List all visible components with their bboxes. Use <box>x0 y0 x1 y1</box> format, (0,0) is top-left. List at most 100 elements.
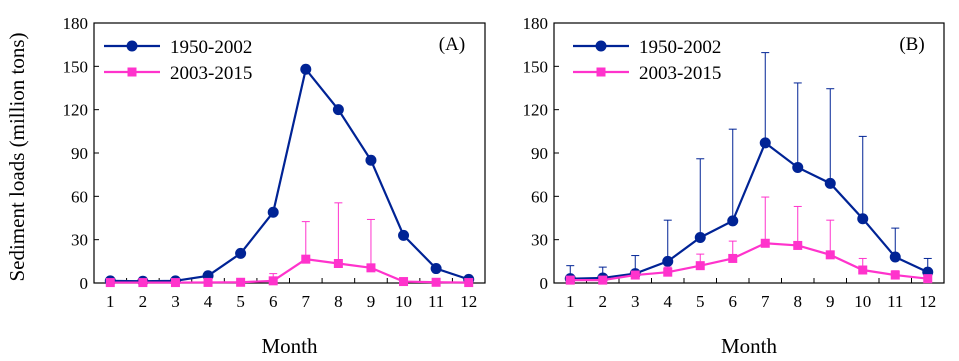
legend-label: 2003-2015 <box>639 63 721 84</box>
y-tick-label: 180 <box>63 14 89 33</box>
y-tick-label: 0 <box>540 274 549 293</box>
data-point <box>694 232 706 243</box>
x-tick-label: 6 <box>269 292 278 311</box>
data-point <box>889 251 901 263</box>
y-tick-label: 150 <box>63 57 89 76</box>
data-point <box>138 278 148 288</box>
y-tick-label: 60 <box>531 187 548 206</box>
data-point <box>793 240 803 250</box>
legend-marker <box>596 67 606 77</box>
series-2003-2015 <box>105 202 474 288</box>
data-point <box>565 275 575 285</box>
data-point <box>728 253 738 263</box>
data-point <box>105 278 115 288</box>
y-tick-label: 60 <box>71 187 88 206</box>
data-point <box>236 277 246 287</box>
data-point <box>598 275 608 285</box>
data-point <box>695 261 705 271</box>
x-tick-label: 5 <box>696 292 705 311</box>
data-point <box>890 270 900 280</box>
x-tick-label: 8 <box>334 292 343 311</box>
x-tick-label: 9 <box>826 292 835 311</box>
data-point <box>170 278 180 288</box>
y-axis-title: Sediment loads (million tons) <box>5 32 29 281</box>
data-point <box>857 213 869 225</box>
y-tick-label: 120 <box>523 101 549 120</box>
x-tick-label: 1 <box>566 292 575 311</box>
data-point <box>630 270 640 280</box>
y-tick-label: 90 <box>71 144 88 163</box>
legend-marker <box>595 40 607 52</box>
data-point <box>365 154 377 166</box>
x-tick-label: 11 <box>428 292 444 311</box>
data-point <box>825 250 835 260</box>
panel-label: (A) <box>439 34 465 55</box>
legend: 1950-2002 2003-2015 <box>573 37 721 84</box>
x-tick-label: 5 <box>236 292 245 311</box>
x-tick-label: 11 <box>887 292 903 311</box>
x-tick-label: 12 <box>460 292 477 311</box>
panel-label: (B) <box>899 34 924 55</box>
x-axis-title: Month <box>261 334 318 358</box>
data-point <box>366 263 376 273</box>
x-tick-label: 10 <box>395 292 412 311</box>
legend-marker <box>126 40 138 52</box>
data-point <box>760 238 770 248</box>
data-point <box>824 177 836 189</box>
series-line <box>110 258 469 284</box>
legend: 1950-2002 2003-2015 <box>104 37 252 84</box>
y-tick-label: 0 <box>80 274 89 293</box>
series-1950-2002 <box>564 52 934 285</box>
plot-frame <box>93 22 486 284</box>
x-tick-label: 7 <box>302 292 311 311</box>
x-axis-title: Month <box>721 334 778 358</box>
data-point <box>464 278 474 288</box>
y-tick-label: 30 <box>71 231 88 250</box>
data-point <box>235 247 247 259</box>
x-tick-label: 1 <box>106 292 115 311</box>
x-tick-label: 3 <box>631 292 640 311</box>
y-tick-label: 180 <box>523 14 549 33</box>
x-tick-label: 3 <box>171 292 180 311</box>
x-tick-label: 2 <box>599 292 608 311</box>
y-tick-label: 150 <box>523 57 549 76</box>
data-point <box>858 265 868 275</box>
y-tick-label: 30 <box>531 231 548 250</box>
x-tick-label: 10 <box>854 292 871 311</box>
data-point <box>332 104 344 116</box>
series-line <box>110 66 470 283</box>
data-point <box>662 255 674 267</box>
x-tick-label: 8 <box>794 292 803 311</box>
data-point <box>923 274 933 284</box>
y-tick-label: 120 <box>63 101 89 120</box>
y-tick-label: 90 <box>531 144 548 163</box>
x-tick-label: 4 <box>664 292 673 311</box>
data-point <box>398 229 410 241</box>
series-2003-2015 <box>565 196 933 285</box>
data-point <box>792 161 804 173</box>
legend-marker <box>127 67 137 77</box>
data-point <box>301 254 311 264</box>
data-point <box>399 277 409 287</box>
data-point <box>267 206 279 218</box>
x-tick-label: 12 <box>919 292 936 311</box>
x-tick-label: 7 <box>761 292 770 311</box>
series-1950-2002 <box>104 63 475 287</box>
data-point <box>431 277 441 287</box>
legend-label: 1950-2002 <box>639 37 721 58</box>
data-point <box>203 277 213 287</box>
legend-label: 1950-2002 <box>170 37 252 58</box>
x-tick-label: 4 <box>204 292 213 311</box>
x-tick-label: 9 <box>367 292 376 311</box>
data-point <box>759 137 771 149</box>
x-tick-label: 2 <box>139 292 148 311</box>
data-point <box>268 276 278 286</box>
data-point <box>727 215 739 227</box>
legend-label: 2003-2015 <box>170 63 252 84</box>
data-point <box>663 267 673 277</box>
data-point <box>300 63 312 75</box>
data-point <box>430 263 442 275</box>
